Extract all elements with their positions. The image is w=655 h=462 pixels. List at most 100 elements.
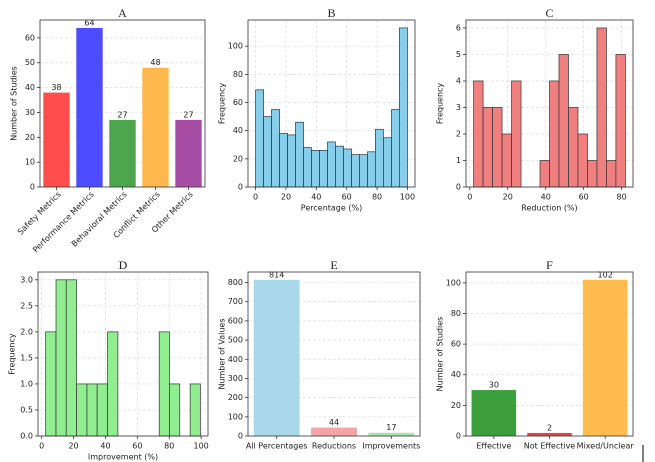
y-tick-label: 5 (456, 50, 461, 59)
axes-frame (247, 19, 416, 188)
histogram-bar (549, 80, 560, 188)
y-tick-label: 40 (25, 83, 35, 92)
x-tick-label: 40 (100, 442, 110, 451)
value-label: 27 (183, 110, 193, 119)
y-tick-label: 100 (446, 278, 461, 287)
axes-frame (37, 271, 209, 437)
value-label: 30 (489, 381, 499, 390)
histogram-bar (55, 279, 67, 437)
bar (142, 67, 169, 187)
histogram-bar (96, 383, 108, 437)
histogram-bar (558, 54, 569, 188)
x-tick-label: All Percentages (246, 442, 308, 451)
histogram-bar (335, 145, 344, 188)
y-tick-label: 0.5 (20, 405, 33, 414)
y-tick-label: 300 (228, 374, 243, 383)
x-tick-label: Behavioral Metrics (70, 190, 129, 249)
bar (175, 119, 202, 187)
x-tick-label: Mixed/Unclear (577, 442, 635, 451)
y-axis-label: Number of Studies (10, 66, 19, 141)
y-axis-label: Frequency (218, 83, 227, 125)
panel-title: A (118, 6, 127, 20)
histogram-bar (303, 147, 312, 188)
y-tick-label: 700 (228, 297, 243, 306)
histogram-bar (383, 137, 392, 188)
x-tick-label: Effective (476, 442, 511, 451)
y-tick-label: 1 (456, 156, 461, 165)
y-tick-label: 80 (233, 70, 243, 79)
panel: B Frequency 0 20 40 60 80 100 0 20 40 60 80 100 Percen… (218, 6, 416, 213)
y-tick-label: 2 (456, 129, 461, 138)
y-tick-label: 60 (25, 33, 35, 42)
histogram-bar (539, 160, 550, 188)
y-tick-label: 80 (451, 309, 461, 318)
y-tick-label: 60 (233, 98, 243, 107)
histogram-bar (189, 383, 201, 437)
y-tick-label: 20 (25, 133, 35, 142)
y-tick-label: 4 (456, 76, 461, 85)
y-tick-label: 0.0 (20, 432, 33, 441)
x-axis-label: Reduction (%) (521, 204, 577, 213)
histogram-bar (351, 154, 360, 188)
histogram-bar (287, 134, 296, 188)
y-tick-label: 0 (238, 183, 243, 192)
value-label: 27 (117, 110, 127, 119)
y-tick-label: 50 (25, 58, 35, 67)
panel-title: C (545, 6, 553, 20)
histogram-bar (473, 80, 484, 188)
value-label: 814 (269, 270, 284, 279)
panel: D Frequency 0.0 0.5 1.0 1.5 2.0 2.5 3.0 0 20 40 60 80… (8, 258, 209, 462)
x-tick-label: 100 (400, 193, 415, 202)
histogram-bar (45, 331, 57, 437)
histogram-bar (255, 89, 264, 188)
y-tick-label: 6 (456, 23, 461, 32)
y-tick-label: 200 (228, 393, 243, 402)
y-tick-label: 0 (456, 183, 461, 192)
axes-frame (465, 19, 634, 188)
x-tick-label: 80 (164, 442, 174, 451)
y-tick-label: 0 (30, 183, 35, 192)
histogram-bar (169, 383, 181, 437)
y-tick-label: 0 (238, 432, 243, 441)
x-tick-label: 0 (467, 193, 472, 202)
y-tick-label: 1.5 (20, 353, 33, 362)
histogram-bar (391, 109, 400, 188)
histogram-bar (596, 27, 607, 188)
bar (471, 390, 517, 436)
value-label: 2 (547, 423, 552, 432)
histogram-bar (359, 154, 368, 188)
histogram-bar (76, 383, 88, 437)
x-tick-label: 40 (311, 193, 321, 202)
x-tick-label: 0 (253, 193, 258, 202)
panel-title: B (327, 6, 335, 20)
x-tick-label: 100 (194, 442, 209, 451)
histogram-bar (295, 121, 304, 188)
y-tick-label: 3.0 (20, 275, 33, 284)
x-tick-label: 0 (39, 442, 44, 451)
value-label: 17 (386, 423, 396, 432)
bar (368, 432, 415, 436)
y-axis-label: Number of Values (218, 318, 227, 389)
bar (109, 119, 136, 187)
x-tick-label: 20 (281, 193, 291, 202)
y-tick-label: 500 (228, 336, 243, 345)
value-label: 102 (598, 270, 613, 279)
y-tick-label: 100 (228, 412, 243, 421)
panel-title: E (330, 258, 337, 272)
x-tick-label: 60 (579, 193, 589, 202)
x-tick-label: Not Effective (524, 442, 576, 451)
x-tick-label: 80 (372, 193, 382, 202)
bar (76, 27, 103, 188)
y-tick-label: 800 (228, 278, 243, 287)
y-tick-label: 40 (451, 370, 461, 379)
axes-frame (39, 19, 206, 188)
bar (311, 427, 357, 436)
x-tick-label: Performance Metrics (31, 190, 96, 255)
value-label: 64 (84, 18, 94, 27)
y-tick-label: 1.0 (20, 379, 33, 388)
y-tick-label: 100 (228, 42, 243, 51)
y-tick-label: 2.0 (20, 327, 33, 336)
histogram-bar (501, 133, 512, 188)
